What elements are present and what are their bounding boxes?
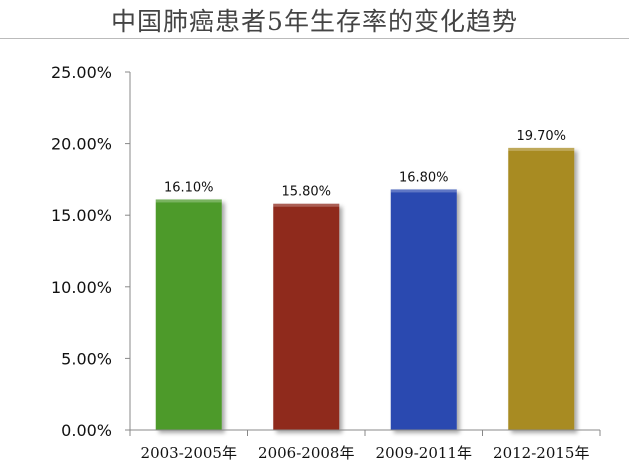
bar-top-highlight [390, 189, 457, 193]
title-divider [0, 38, 629, 39]
data-label: 19.70% [516, 129, 566, 144]
y-tick-label: 5.00% [61, 349, 112, 368]
x-tick-label: 2003-2005年 [141, 444, 237, 462]
y-tick-label: 10.00% [51, 278, 112, 297]
data-label: 15.80% [281, 185, 331, 200]
bar [390, 189, 457, 430]
data-label: 16.80% [399, 170, 449, 185]
bar [273, 203, 340, 430]
y-axis: 0.00% 5.00% 10.00% 15.00% 20.00% 25.00% [51, 63, 131, 440]
x-tick-label: 2009-2011年 [376, 444, 472, 462]
bar-top-highlight [273, 203, 340, 207]
x-tick-label: 2006-2008年 [258, 444, 354, 462]
bar-top-highlight [508, 147, 575, 151]
x-tick-label: 2012-2015年 [493, 444, 589, 462]
bar [508, 147, 575, 430]
y-tick-label: 15.00% [51, 206, 112, 225]
bars [155, 147, 575, 430]
y-tick-label: 25.00% [51, 63, 112, 82]
x-axis: 2003-2005年 2006-2008年 2009-2011年 2012-2015年 [129, 429, 601, 462]
y-tick-label: 20.00% [51, 135, 112, 154]
chart-title: 中国肺癌患者5年生存率的变化趋势 [111, 7, 518, 36]
y-tick-label: 0.00% [61, 421, 112, 440]
data-labels: 16.10% 15.80% 16.80% 19.70% [164, 129, 566, 200]
data-label: 16.10% [164, 180, 214, 195]
bar [155, 199, 222, 430]
bar-top-highlight [155, 199, 222, 203]
